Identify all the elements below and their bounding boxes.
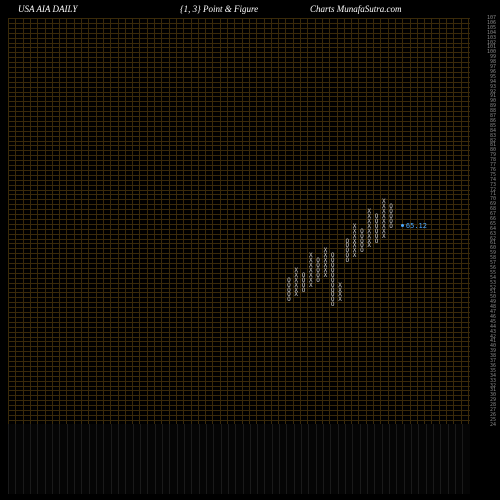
volume-bar xyxy=(67,424,74,494)
volume-bar xyxy=(125,424,132,494)
volume-bar xyxy=(140,424,147,494)
volume-bar xyxy=(199,424,206,494)
current-price-marker: 65.12 xyxy=(401,222,427,230)
volume-bar xyxy=(206,424,213,494)
volume-bar xyxy=(177,424,184,494)
volume-bar xyxy=(213,424,220,494)
y-tick-label: 24 xyxy=(474,423,496,428)
pf-o-marker: O xyxy=(285,278,292,283)
pf-o-marker: O xyxy=(285,297,292,302)
volume-bar xyxy=(191,424,198,494)
volume-bar xyxy=(279,424,286,494)
volume-bar xyxy=(250,424,257,494)
volume-bar xyxy=(462,424,469,494)
pf-x-marker: X xyxy=(337,283,344,288)
volume-bar xyxy=(440,424,447,494)
volume-bar xyxy=(316,424,323,494)
volume-bar xyxy=(228,424,235,494)
volume-bar xyxy=(243,424,250,494)
volume-bar xyxy=(30,424,37,494)
volume-bar xyxy=(59,424,66,494)
volume-bar xyxy=(103,424,110,494)
volume-bar xyxy=(52,424,59,494)
pf-o-marker: O xyxy=(358,248,365,253)
pf-x-marker: X xyxy=(380,199,387,204)
point-figure-chart: OOOOOXXXXXXOOOOXXXXXXXOOOOOXXXXXXOOOOOOO… xyxy=(8,18,470,424)
volume-bar xyxy=(338,424,345,494)
volume-bar xyxy=(411,424,418,494)
pf-x-marker: X xyxy=(351,224,358,229)
pf-o-marker: O xyxy=(329,297,336,302)
pf-o-marker: O xyxy=(300,273,307,278)
volume-bar xyxy=(111,424,118,494)
volume-bar xyxy=(235,424,242,494)
pf-o-marker: O xyxy=(358,229,365,234)
volume-bar xyxy=(374,424,381,494)
volume-bar xyxy=(294,424,301,494)
volume-bar xyxy=(147,424,154,494)
pf-x-marker: X xyxy=(293,268,300,273)
volume-bar xyxy=(257,424,264,494)
volume-bar xyxy=(330,424,337,494)
volume-bar xyxy=(448,424,455,494)
volume-bar xyxy=(404,424,411,494)
volume-bar xyxy=(360,424,367,494)
volume-bar xyxy=(74,424,81,494)
pf-x-marker: X xyxy=(307,253,314,258)
pf-o-marker: O xyxy=(344,239,351,244)
volume-bar xyxy=(301,424,308,494)
volume-bar xyxy=(81,424,88,494)
chart-type-title: {1, 3} Point & Figure xyxy=(180,4,258,14)
volume-bar xyxy=(162,424,169,494)
pf-o-marker: O xyxy=(315,258,322,263)
volume-bar xyxy=(23,424,30,494)
brand-text: Charts MunafaSutra.com xyxy=(310,4,402,14)
volume-bar xyxy=(37,424,44,494)
volume-bar xyxy=(345,424,352,494)
pf-x-marker: X xyxy=(366,209,373,214)
volume-bar xyxy=(367,424,374,494)
volume-bar xyxy=(155,424,162,494)
price-dot-icon xyxy=(401,224,404,227)
pf-o-marker: O xyxy=(329,253,336,258)
volume-bar xyxy=(455,424,462,494)
volume-bar xyxy=(184,424,191,494)
bottom-panel xyxy=(8,424,470,494)
pf-x-marker: X xyxy=(337,297,344,302)
volume-bar xyxy=(45,424,52,494)
volume-bar xyxy=(264,424,271,494)
volume-bar xyxy=(96,424,103,494)
volume-bar xyxy=(286,424,293,494)
volume-bar xyxy=(272,424,279,494)
volume-bar xyxy=(382,424,389,494)
volume-bar xyxy=(389,424,396,494)
volume-bar xyxy=(8,424,15,494)
volume-bar xyxy=(221,424,228,494)
volume-bar xyxy=(308,424,315,494)
pf-x-marker: X xyxy=(351,248,358,253)
current-price-value: 65.12 xyxy=(406,222,427,230)
volume-bar xyxy=(426,424,433,494)
pf-o-marker: O xyxy=(373,214,380,219)
pf-o-marker: O xyxy=(344,248,351,253)
volume-bar xyxy=(433,424,440,494)
ticker-title: USA AIA DAILY xyxy=(18,4,77,14)
volume-bar xyxy=(418,424,425,494)
volume-bar xyxy=(89,424,96,494)
volume-bar xyxy=(323,424,330,494)
y-axis-labels: 1071061051041031021011009998979695949392… xyxy=(474,18,496,424)
pf-o-marker: O xyxy=(388,204,395,209)
volume-bar xyxy=(352,424,359,494)
volume-bar xyxy=(169,424,176,494)
volume-bar xyxy=(15,424,22,494)
volume-bar xyxy=(133,424,140,494)
volume-bar xyxy=(396,424,403,494)
pf-x-marker: X xyxy=(322,248,329,253)
volume-bar xyxy=(118,424,125,494)
